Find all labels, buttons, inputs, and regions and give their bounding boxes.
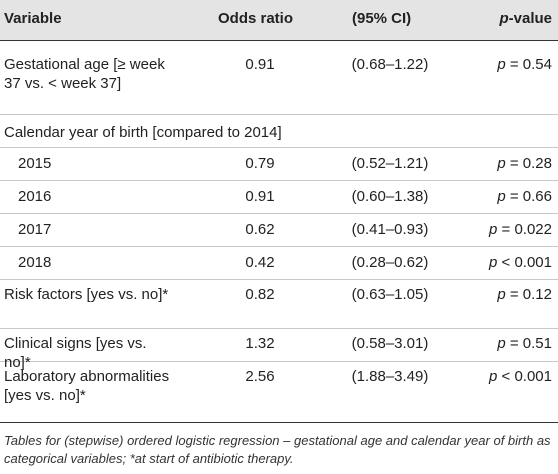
cell-variable: Calendar year of birth [compared to 2014… <box>4 124 282 141</box>
header-variable: Variable <box>4 10 62 27</box>
table-row: Gestational age [≥ week 37 vs. < week 37… <box>0 41 558 115</box>
table-row: 2015 0.79 (0.52–1.21) p = 0.28 <box>0 148 558 181</box>
cell-odds-ratio: 1.32 <box>245 335 275 352</box>
cell-variable: 2016 <box>18 188 52 205</box>
p-symbol: p <box>489 221 498 238</box>
cell-p-value: p < 0.001 <box>489 253 552 272</box>
cell-p-value: p = 0.54 <box>497 55 552 74</box>
header-p-symbol: p <box>499 10 509 27</box>
p-symbol: p <box>497 188 506 205</box>
cell-variable: Risk factors [yes vs. no]* <box>4 286 169 303</box>
cell-ci: (0.41–0.93) <box>351 221 429 238</box>
cell-ci: (0.28–0.62) <box>351 254 429 271</box>
cell-ci: (0.68–1.22) <box>351 56 429 73</box>
table-bottom-rule <box>0 422 558 423</box>
table-row: 2016 0.91 (0.60–1.38) p = 0.66 <box>0 181 558 214</box>
cell-p-value: p = 0.66 <box>497 187 552 206</box>
cell-variable: 2015 <box>18 155 52 172</box>
p-number: = 0.28 <box>505 155 552 172</box>
cell-odds-ratio: 0.91 <box>245 188 275 205</box>
table-row: 2018 0.42 (0.28–0.62) p < 0.001 <box>0 247 558 280</box>
cell-p-value: p = 0.12 <box>497 285 552 304</box>
p-number: = 0.12 <box>505 286 552 303</box>
cell-p-value: p = 0.51 <box>497 334 552 353</box>
table-row: Clinical signs [yes vs. no]* 1.32 (0.58–… <box>0 329 558 371</box>
table-footnote: Tables for (stepwise) ordered logistic r… <box>4 433 551 466</box>
cell-ci: (0.58–3.01) <box>351 335 429 352</box>
table-row: 2017 0.62 (0.41–0.93) p = 0.022 <box>0 214 558 247</box>
cell-odds-ratio: 2.56 <box>245 368 275 385</box>
p-symbol: p <box>489 368 498 385</box>
p-number: < 0.001 <box>497 368 552 385</box>
cell-ci: (1.88–3.49) <box>351 368 429 385</box>
cell-variable: 2017 <box>18 221 52 238</box>
p-symbol: p <box>497 155 506 172</box>
cell-odds-ratio: 0.91 <box>245 56 275 73</box>
cell-odds-ratio: 0.82 <box>245 286 275 303</box>
cell-variable: Gestational age [≥ week 37 vs. < week 37… <box>4 56 165 92</box>
table-row: Calendar year of birth [compared to 2014… <box>0 115 558 148</box>
cell-ci: (0.60–1.38) <box>351 188 429 205</box>
cell-p-value: p = 0.28 <box>497 154 552 173</box>
cell-odds-ratio: 0.42 <box>245 254 275 271</box>
cell-odds-ratio: 0.79 <box>245 155 275 172</box>
cell-variable: 2018 <box>18 254 52 271</box>
p-number: < 0.001 <box>497 254 552 271</box>
header-p-suffix: -value <box>508 10 552 27</box>
p-symbol: p <box>497 56 506 73</box>
header-ci: (95% CI) <box>352 10 412 27</box>
header-p-value: p-value <box>499 10 552 27</box>
cell-variable: Clinical signs [yes vs. no]* <box>4 335 147 371</box>
p-number: = 0.66 <box>505 188 552 205</box>
table-row: Laboratory abnormalities [yes vs. no]* 2… <box>0 362 558 422</box>
table-row: Risk factors [yes vs. no]* 0.82 (0.63–1.… <box>0 280 558 329</box>
p-number: = 0.022 <box>497 221 552 238</box>
table-header: Variable Odds ratio (95% CI) p-value <box>0 0 558 41</box>
p-number: = 0.54 <box>505 56 552 73</box>
cell-p-value: p = 0.022 <box>489 220 552 239</box>
p-symbol: p <box>489 254 498 271</box>
p-symbol: p <box>497 286 506 303</box>
cell-variable: Laboratory abnormalities [yes vs. no]* <box>4 368 170 404</box>
cell-p-value: p < 0.001 <box>489 367 552 386</box>
p-symbol: p <box>497 335 506 352</box>
header-odds-ratio: Odds ratio <box>218 10 294 27</box>
cell-ci: (0.63–1.05) <box>351 286 429 303</box>
cell-odds-ratio: 0.62 <box>245 221 275 238</box>
p-number: = 0.51 <box>505 335 552 352</box>
cell-ci: (0.52–1.21) <box>351 155 429 172</box>
